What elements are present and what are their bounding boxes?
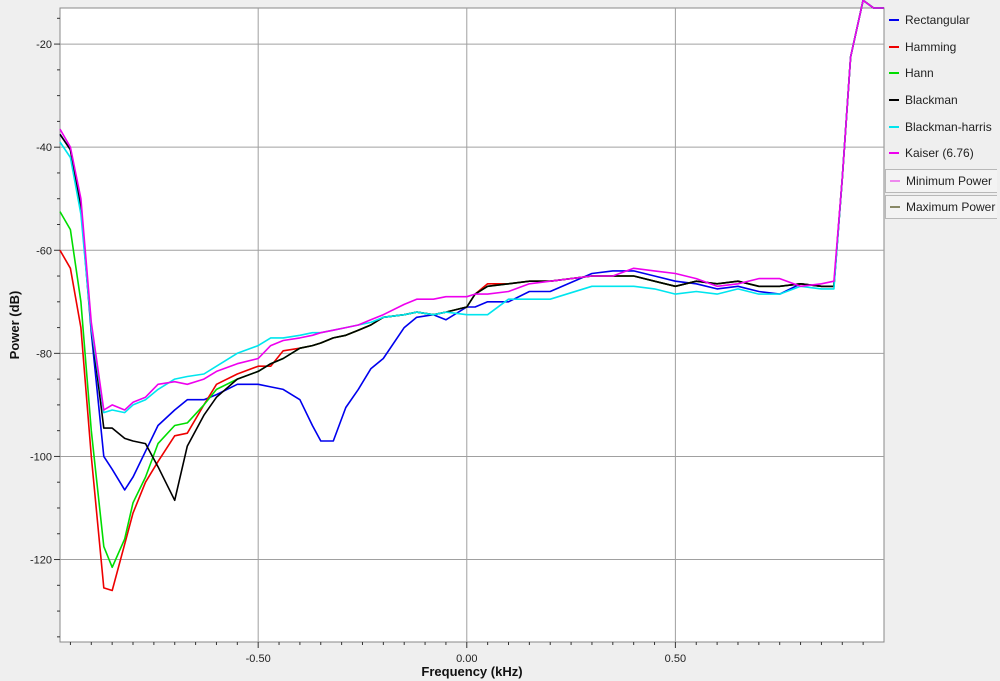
legend-swatch [890,179,900,182]
legend-label: Rectangular [905,13,970,28]
legend-swatch [890,205,900,208]
legend-item-kaiser-6-76[interactable]: Kaiser (6.76) [885,140,997,167]
legend-swatch [889,72,899,75]
legend-label: Blackman [905,93,958,108]
legend-item-hann[interactable]: Hann [885,60,997,87]
y-tick-label: -80 [36,348,52,360]
x-tick-label: 0.00 [456,653,477,665]
series-line-rectangular [59,0,884,491]
y-tick-label: -40 [36,142,52,154]
x-axis-label: Frequency (kHz) [421,664,522,679]
legend-swatch [889,45,899,48]
legend-item-minimum-power[interactable]: Minimum Power [885,168,997,193]
series-line-kaiser-6-76 [59,0,884,411]
x-tick-label: -0.50 [246,653,271,665]
legend-label: Maximum Power [906,199,996,214]
legend-swatch [889,125,899,128]
legend-label: Minimum Power [906,173,993,188]
legend-item-maximum-power[interactable]: Maximum Power [885,194,997,219]
legend-item-blackman[interactable]: Blackman [885,87,997,114]
legend-swatch [889,152,899,155]
y-axis: -120 -100 -80 -60 -40 -20 [30,17,60,638]
legend-swatch [889,99,899,102]
legend-item-rectangular[interactable]: Rectangular [885,7,997,34]
legend-label: Hann [905,66,934,81]
legend-item-hamming[interactable]: Hamming [885,34,997,61]
x-axis: -0.50 0.00 0.50 [69,642,864,665]
legend-item-blackman-harris[interactable]: Blackman-harris [885,113,997,140]
legend-swatch [889,19,899,22]
legend-label: Blackman-harris [905,119,992,134]
y-axis-label: Power (dB) [7,291,22,360]
grid [60,8,884,642]
x-tick-label: 0.50 [665,653,686,665]
plot-canvas[interactable] [59,7,885,643]
series-line-blackman-harris [59,0,884,414]
y-tick-label: -20 [36,39,52,51]
y-tick-label: -120 [30,555,52,567]
legend-label: Kaiser (6.76) [905,146,974,161]
y-tick-label: -100 [30,451,52,463]
legend: Rectangular Hamming Hann Blackman Blackman-h… [885,7,997,221]
legend-label: Hamming [905,39,957,54]
y-tick-label: -60 [36,245,52,257]
series-lines [59,0,884,592]
